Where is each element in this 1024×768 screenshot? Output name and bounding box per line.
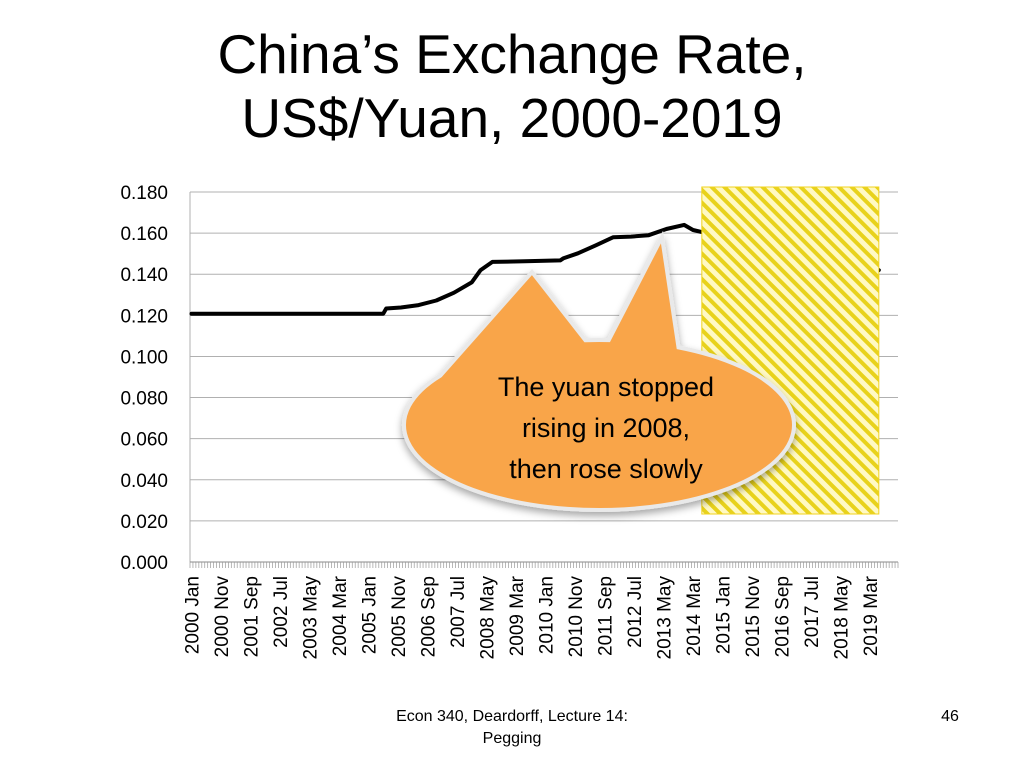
x-tick-label: 2009 Mar xyxy=(507,575,528,656)
slide-title: China’s Exchange Rate, US$/Yuan, 2000-20… xyxy=(0,22,1024,150)
footer-citation: Econ 340, Deardorff, Lecture 14: Pegging xyxy=(352,706,672,750)
x-tick-label: 2011 Sep xyxy=(595,576,616,656)
x-tick-label: 2012 Jul xyxy=(625,576,646,648)
x-tick-label: 2010 Nov xyxy=(566,576,587,658)
callout-bubble xyxy=(402,230,796,512)
title-line-2: US$/Yuan, 2000-2019 xyxy=(241,87,783,149)
x-tick-label: 2000 Nov xyxy=(212,576,233,658)
callout-line-2: rising in 2008, xyxy=(522,413,690,443)
y-tick-label: 0.020 xyxy=(120,512,168,533)
y-tick-label: 0.080 xyxy=(120,389,168,410)
x-tick-label: 2019 Mar xyxy=(861,575,882,656)
x-tick-label: 2017 Jul xyxy=(802,576,823,648)
x-tick-label: 2015 Nov xyxy=(743,576,764,658)
y-tick-label: 0.040 xyxy=(120,471,168,492)
x-tick-label: 2010 Jan xyxy=(536,576,557,654)
callout xyxy=(402,230,796,512)
y-tick-label: 0.100 xyxy=(120,347,168,368)
x-tick-label: 2002 Jul xyxy=(271,576,292,648)
x-tick-label: 2008 May xyxy=(477,576,498,660)
x-tick-label: 2015 Jan xyxy=(713,576,734,654)
y-tick-label: 0.000 xyxy=(120,553,168,574)
x-tick-label: 2000 Jan xyxy=(182,576,203,654)
x-tick-label: 2016 Sep xyxy=(772,576,793,657)
callout-text: The yuan stopped rising in 2008, then ro… xyxy=(498,372,714,484)
x-tick-label: 2018 May xyxy=(831,576,852,660)
x-axis-tick-labels: 2000 Jan 2000 Nov 2001 Sep 2002 Jul 2003 May… xyxy=(182,575,882,660)
y-axis-tick-labels: 0.000 0.020 0.040 0.060 0.080 0.100 0.120 0.140… xyxy=(120,183,168,574)
callout-line-3: then rose slowly xyxy=(509,454,703,484)
x-tick-label: 2006 Sep xyxy=(418,576,439,657)
x-tick-label: 2003 May xyxy=(300,576,321,660)
y-tick-label: 0.060 xyxy=(120,430,168,451)
x-tick-label: 2013 May xyxy=(654,576,675,660)
x-axis xyxy=(189,561,899,568)
x-tick-label: 2004 Mar xyxy=(330,575,351,656)
footer-line-1: Econ 340, Deardorff, Lecture 14: xyxy=(396,708,628,725)
title-line-1: China’s Exchange Rate, xyxy=(217,23,807,85)
y-tick-label: 0.180 xyxy=(120,183,168,204)
x-tick-label: 2005 Jan xyxy=(359,576,380,654)
callout-line-1: The yuan stopped xyxy=(498,372,714,402)
y-tick-label: 0.160 xyxy=(120,224,168,245)
footer-line-2: Pegging xyxy=(482,730,542,747)
x-tick-label: 2001 Sep xyxy=(241,576,262,657)
x-tick-label: 2014 Mar xyxy=(684,575,705,656)
x-tick-label: 2005 Nov xyxy=(389,576,410,658)
page-number: 46 xyxy=(941,708,959,725)
y-tick-label: 0.120 xyxy=(120,306,168,327)
x-tick-label: 2007 Jul xyxy=(448,576,469,648)
y-tick-label: 0.140 xyxy=(120,265,168,286)
